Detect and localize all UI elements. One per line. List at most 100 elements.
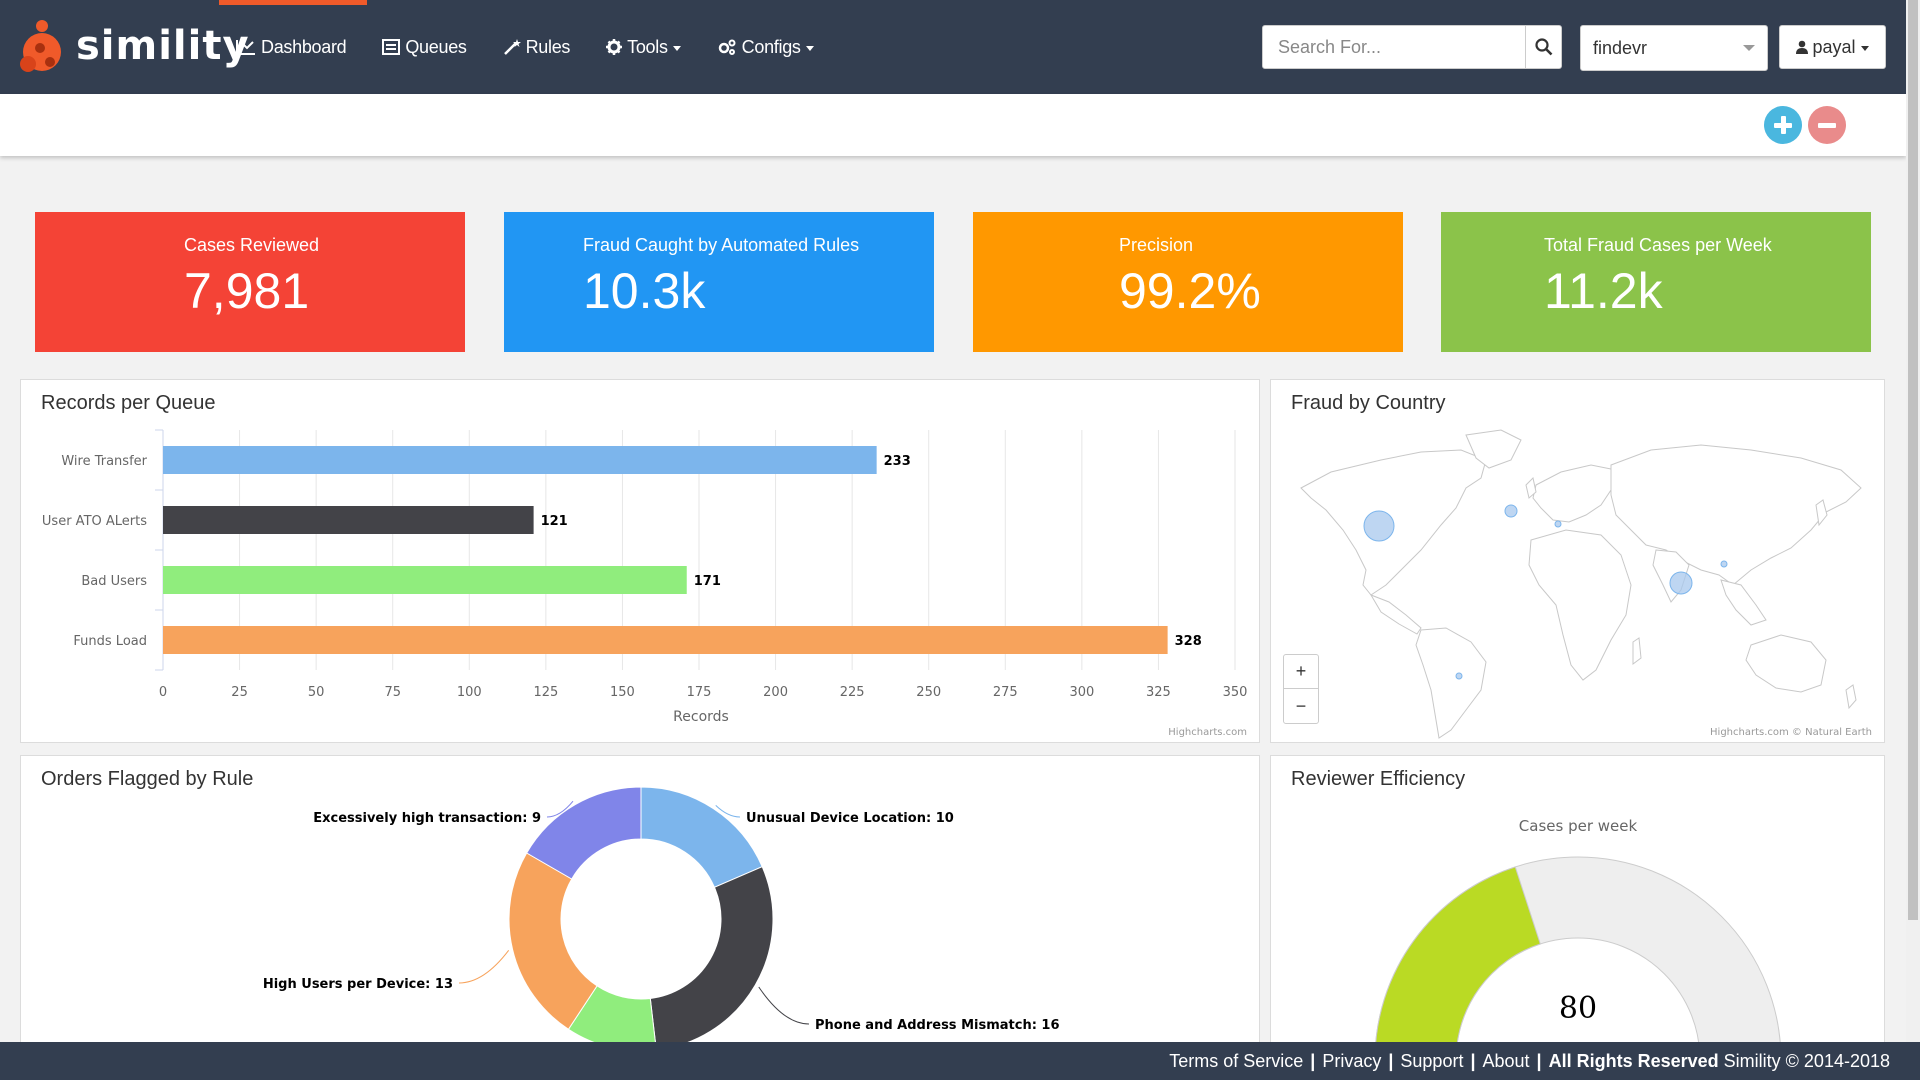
orders-donut-chart: Unusual Device Location: 10 Phone and Add… bbox=[263, 786, 1060, 1052]
x-tick-label: 150 bbox=[610, 685, 635, 700]
x-tick-label: 175 bbox=[687, 685, 712, 700]
kpi-value: 10.3k bbox=[583, 263, 706, 319]
map-new-zealand bbox=[1845, 684, 1857, 710]
y-category-label: Bad Users bbox=[81, 574, 147, 589]
search-group bbox=[1262, 25, 1562, 69]
records-bar-chart: 0 25 50 75 100 125 150 175 200 225 250 275 300 325 350… bbox=[42, 429, 1248, 725]
label-connector bbox=[758, 986, 810, 1025]
minus-circle-icon bbox=[1818, 116, 1836, 134]
search-button[interactable] bbox=[1525, 26, 1561, 68]
panel-title: Fraud by Country bbox=[1291, 392, 1446, 414]
slice-label: Phone and Address Mismatch: 16 bbox=[815, 1018, 1060, 1033]
page-scrollbar[interactable] bbox=[1906, 0, 1920, 1042]
dashboard-toolbar bbox=[0, 94, 1906, 156]
bar-value-label: 328 bbox=[1175, 634, 1202, 649]
gears-icon bbox=[718, 39, 736, 55]
map-bubble-uk bbox=[1504, 504, 1518, 518]
footer-link-support[interactable]: Support bbox=[1400, 1050, 1464, 1071]
y-category-label: Funds Load bbox=[73, 634, 147, 649]
kpi-value: 99.2% bbox=[1119, 263, 1261, 319]
line-chart-icon bbox=[236, 40, 255, 55]
kpi-value: 7,981 bbox=[184, 263, 310, 319]
simility-logo[interactable]: simility bbox=[18, 18, 250, 74]
map-bubble-usa bbox=[1363, 510, 1395, 542]
panel-title: Reviewer Efficiency bbox=[1291, 768, 1466, 790]
list-icon bbox=[382, 39, 401, 55]
reviewer-gauge-chart: Cases per week 80 bbox=[1374, 817, 1782, 1054]
map-europe bbox=[1532, 464, 1617, 523]
nav-queues[interactable]: Queues bbox=[382, 36, 467, 58]
footer-link-about[interactable]: About bbox=[1482, 1050, 1530, 1071]
kpi-title: Cases Reviewed bbox=[184, 235, 320, 255]
kpi-title: Total Fraud Cases per Week bbox=[1544, 235, 1772, 255]
logo-text: simility bbox=[76, 23, 250, 69]
gauge-subtitle: Cases per week bbox=[1519, 817, 1638, 835]
records-per-queue-panel: Records per Queue 0 25 50 75 100 125 150 175 200… bbox=[20, 379, 1260, 743]
x-tick-label: 200 bbox=[763, 685, 788, 700]
logo-icon bbox=[20, 20, 61, 72]
map-southeast-asia bbox=[1720, 579, 1767, 626]
footer-copyright: Simility © 2014-2018 bbox=[1723, 1050, 1890, 1071]
x-axis-title: Records bbox=[673, 709, 729, 725]
add-widget-button[interactable] bbox=[1764, 106, 1802, 144]
x-tick-label: 100 bbox=[457, 685, 482, 700]
reviewer-efficiency-panel: Reviewer Efficiency Cases per week 80 bbox=[1270, 755, 1885, 1055]
bar-value-label: 121 bbox=[541, 514, 568, 529]
remove-widget-button[interactable] bbox=[1808, 106, 1846, 144]
map-zoom-in-button[interactable]: + bbox=[1284, 655, 1318, 689]
label-connector bbox=[546, 800, 574, 818]
map-bubble-china bbox=[1720, 560, 1728, 568]
footer-separator: | bbox=[1310, 1050, 1316, 1071]
map-central-america bbox=[1369, 594, 1422, 635]
map-uk bbox=[1525, 476, 1537, 499]
chevron-down-icon bbox=[1860, 45, 1869, 51]
kpi-value: 11.2k bbox=[1544, 263, 1663, 319]
footer-link-terms[interactable]: Terms of Service bbox=[1169, 1050, 1304, 1071]
scrollbar-thumb[interactable] bbox=[1908, 0, 1918, 920]
kpi-precision: Precision 99.2% bbox=[973, 212, 1403, 352]
x-tick-label: 225 bbox=[840, 685, 865, 700]
x-tick-label: 125 bbox=[533, 685, 558, 700]
bar bbox=[163, 626, 1168, 654]
slice-label: Excessively high transaction: 9 bbox=[313, 811, 541, 826]
slice-label: Unusual Device Location: 10 bbox=[746, 811, 954, 826]
y-category-label: User ATO ALerts bbox=[42, 514, 147, 529]
kpi-title: Fraud Caught by Automated Rules bbox=[583, 235, 860, 255]
map-madagascar bbox=[1632, 637, 1642, 665]
footer-link-privacy[interactable]: Privacy bbox=[1322, 1050, 1382, 1071]
org-select[interactable]: findevr bbox=[1580, 25, 1768, 71]
nav-rules[interactable]: Rules bbox=[503, 37, 570, 58]
nav-configs[interactable]: Configs bbox=[717, 37, 814, 58]
active-nav-indicator bbox=[219, 0, 367, 5]
x-tick-label: 350 bbox=[1223, 685, 1248, 700]
gear-icon bbox=[606, 39, 623, 55]
x-tick-label: 300 bbox=[1069, 685, 1094, 700]
donut-slice bbox=[649, 866, 774, 1051]
donut-slice bbox=[640, 786, 763, 888]
footer-separator: | bbox=[1536, 1050, 1542, 1071]
dropdown-arrow-icon bbox=[1743, 45, 1755, 51]
x-tick-label: 250 bbox=[916, 685, 941, 700]
x-tick-label: 325 bbox=[1146, 685, 1171, 700]
map-bubble-argentina bbox=[1455, 672, 1463, 680]
search-input[interactable] bbox=[1263, 26, 1525, 68]
bar bbox=[163, 446, 877, 474]
bar-value-label: 171 bbox=[694, 574, 721, 589]
x-tick-label: 0 bbox=[159, 685, 167, 700]
highcharts-credit[interactable]: Highcharts.com bbox=[1168, 727, 1247, 738]
map-zoom-controls: + − bbox=[1283, 654, 1319, 724]
world-map[interactable] bbox=[1271, 380, 1885, 743]
map-asia bbox=[1610, 444, 1862, 586]
kpi-title: Precision bbox=[1119, 235, 1194, 255]
x-tick-label: 25 bbox=[231, 685, 248, 700]
nav-queues-label: Queues bbox=[405, 36, 467, 57]
user-menu-button[interactable]: payal bbox=[1779, 25, 1886, 69]
nav-dashboard[interactable]: Dashboard bbox=[236, 37, 347, 58]
slice-label: High Users per Device: 13 bbox=[263, 977, 453, 992]
map-zoom-out-button[interactable]: − bbox=[1295, 695, 1307, 716]
nav-tools[interactable]: Tools bbox=[606, 37, 681, 58]
map-credit[interactable]: Highcharts.com © Natural Earth bbox=[1710, 727, 1872, 738]
x-tick-label: 275 bbox=[993, 685, 1018, 700]
user-icon bbox=[1796, 40, 1809, 54]
user-name: payal bbox=[1812, 36, 1856, 57]
